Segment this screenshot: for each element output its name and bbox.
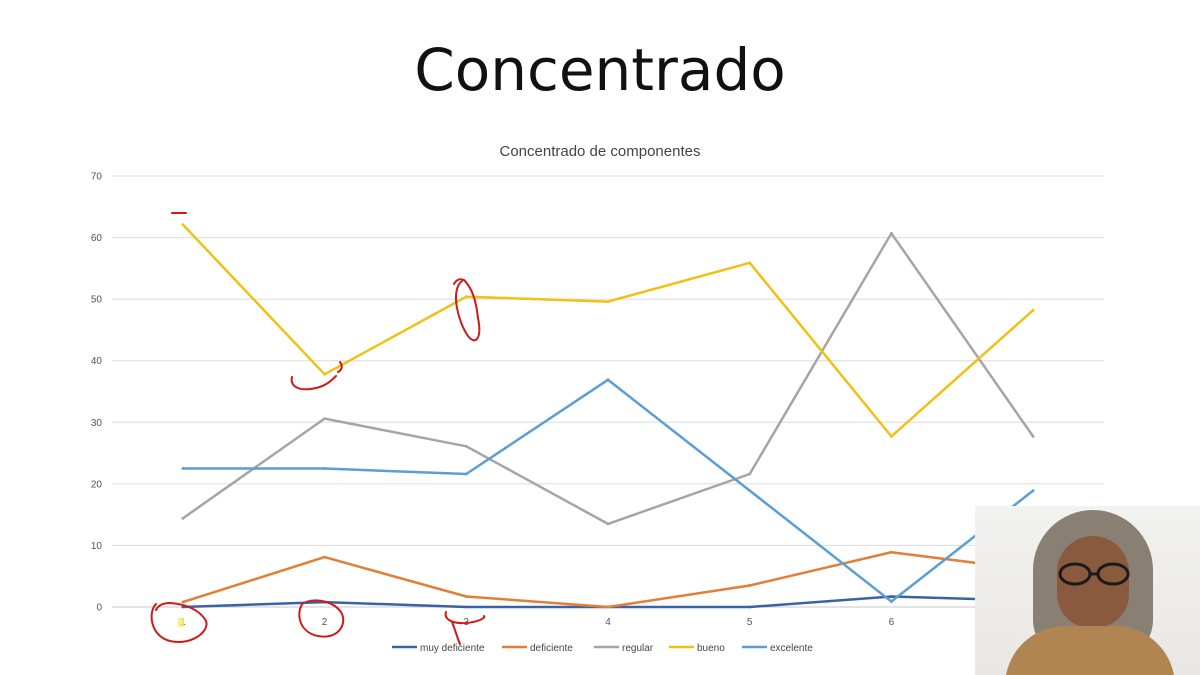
- data-point-regular: [1031, 435, 1035, 438]
- red-ink-stroke: [150, 602, 208, 644]
- data-point-muy-deficiente: [464, 605, 468, 609]
- data-point-regular: [181, 516, 185, 520]
- data-point-excelente: [181, 467, 185, 470]
- data-point-excelente: [748, 489, 752, 493]
- legend: muy deficiente deficiente regular bueno exce…: [392, 643, 813, 654]
- x-tick-label: 5: [747, 617, 753, 628]
- data-point-deficiente: [464, 595, 468, 598]
- data-point-regular: [464, 444, 468, 448]
- data-point-bueno: [890, 435, 893, 438]
- data-point-regular: [748, 472, 752, 476]
- y-tick-label: 50: [91, 295, 103, 306]
- red-ink-stroke: [453, 278, 481, 342]
- y-tick-label: 20: [91, 479, 103, 490]
- data-point-bueno: [181, 223, 185, 227]
- red-ink-stroke: [451, 621, 461, 645]
- data-point-deficiente: [748, 584, 752, 587]
- highlight-mark: [178, 618, 184, 627]
- data-point-deficiente: [890, 550, 893, 554]
- data-point-bueno: [606, 300, 610, 304]
- gridlines: [112, 175, 1104, 608]
- y-axis-labels: 0 10 20 30 40 50 60 70: [91, 172, 103, 614]
- legend-label-excelente: excelente: [770, 643, 813, 654]
- data-point-deficiente: [606, 605, 610, 609]
- presenter-webcam: [975, 506, 1200, 675]
- legend-label-deficiente: deficiente: [530, 643, 573, 654]
- series-line-deficiente: [182, 550, 1034, 609]
- data-point-excelente: [464, 472, 468, 476]
- series-lines: [181, 223, 1035, 609]
- data-point-deficiente: [181, 600, 185, 604]
- data-point-deficiente: [323, 555, 326, 559]
- data-point-regular: [890, 231, 893, 235]
- data-point-muy-deficiente: [890, 595, 893, 598]
- data-point-excelente: [323, 467, 326, 470]
- red-ink-stroke: [444, 611, 486, 625]
- y-tick-label: 60: [91, 233, 103, 244]
- presenter-jacket: [1005, 626, 1175, 675]
- x-tick-label: 2: [322, 617, 328, 628]
- y-tick-label: 30: [91, 418, 103, 429]
- legend-label-muy-deficiente: muy deficiente: [420, 643, 485, 654]
- red-ink-stroke: [290, 375, 337, 391]
- red-ink-stroke: [337, 361, 343, 373]
- chart-title: Concentrado de componentes: [500, 143, 701, 160]
- y-tick-label: 70: [91, 172, 103, 183]
- data-point-regular: [606, 522, 610, 526]
- y-tick-label: 10: [91, 541, 103, 552]
- glasses-icon: [1058, 562, 1130, 586]
- x-axis-labels: 1234567: [180, 617, 1036, 628]
- data-point-bueno: [748, 261, 752, 265]
- series-line-excelente: [182, 378, 1034, 603]
- series-line-bueno: [181, 223, 1034, 438]
- legend-label-bueno: bueno: [697, 643, 725, 654]
- x-tick-label: 6: [889, 617, 895, 628]
- y-tick-label: 0: [96, 603, 102, 614]
- data-point-excelente: [1031, 489, 1035, 493]
- data-point-bueno: [323, 372, 326, 376]
- data-point-excelente: [606, 378, 610, 382]
- red-ink-stroke: [298, 599, 345, 638]
- data-point-bueno: [464, 295, 468, 299]
- slide-title: Concentrado: [414, 36, 786, 104]
- data-point-excelente: [890, 600, 893, 603]
- data-point-regular: [323, 417, 326, 420]
- data-point-bueno: [1031, 308, 1035, 312]
- red-ink-annotations: [150, 212, 486, 645]
- legend-label-regular: regular: [622, 643, 654, 654]
- data-point-muy-deficiente: [748, 605, 752, 609]
- y-tick-label: 40: [91, 356, 103, 367]
- x-tick-label: 4: [605, 617, 611, 628]
- data-point-muy-deficiente: [181, 605, 185, 609]
